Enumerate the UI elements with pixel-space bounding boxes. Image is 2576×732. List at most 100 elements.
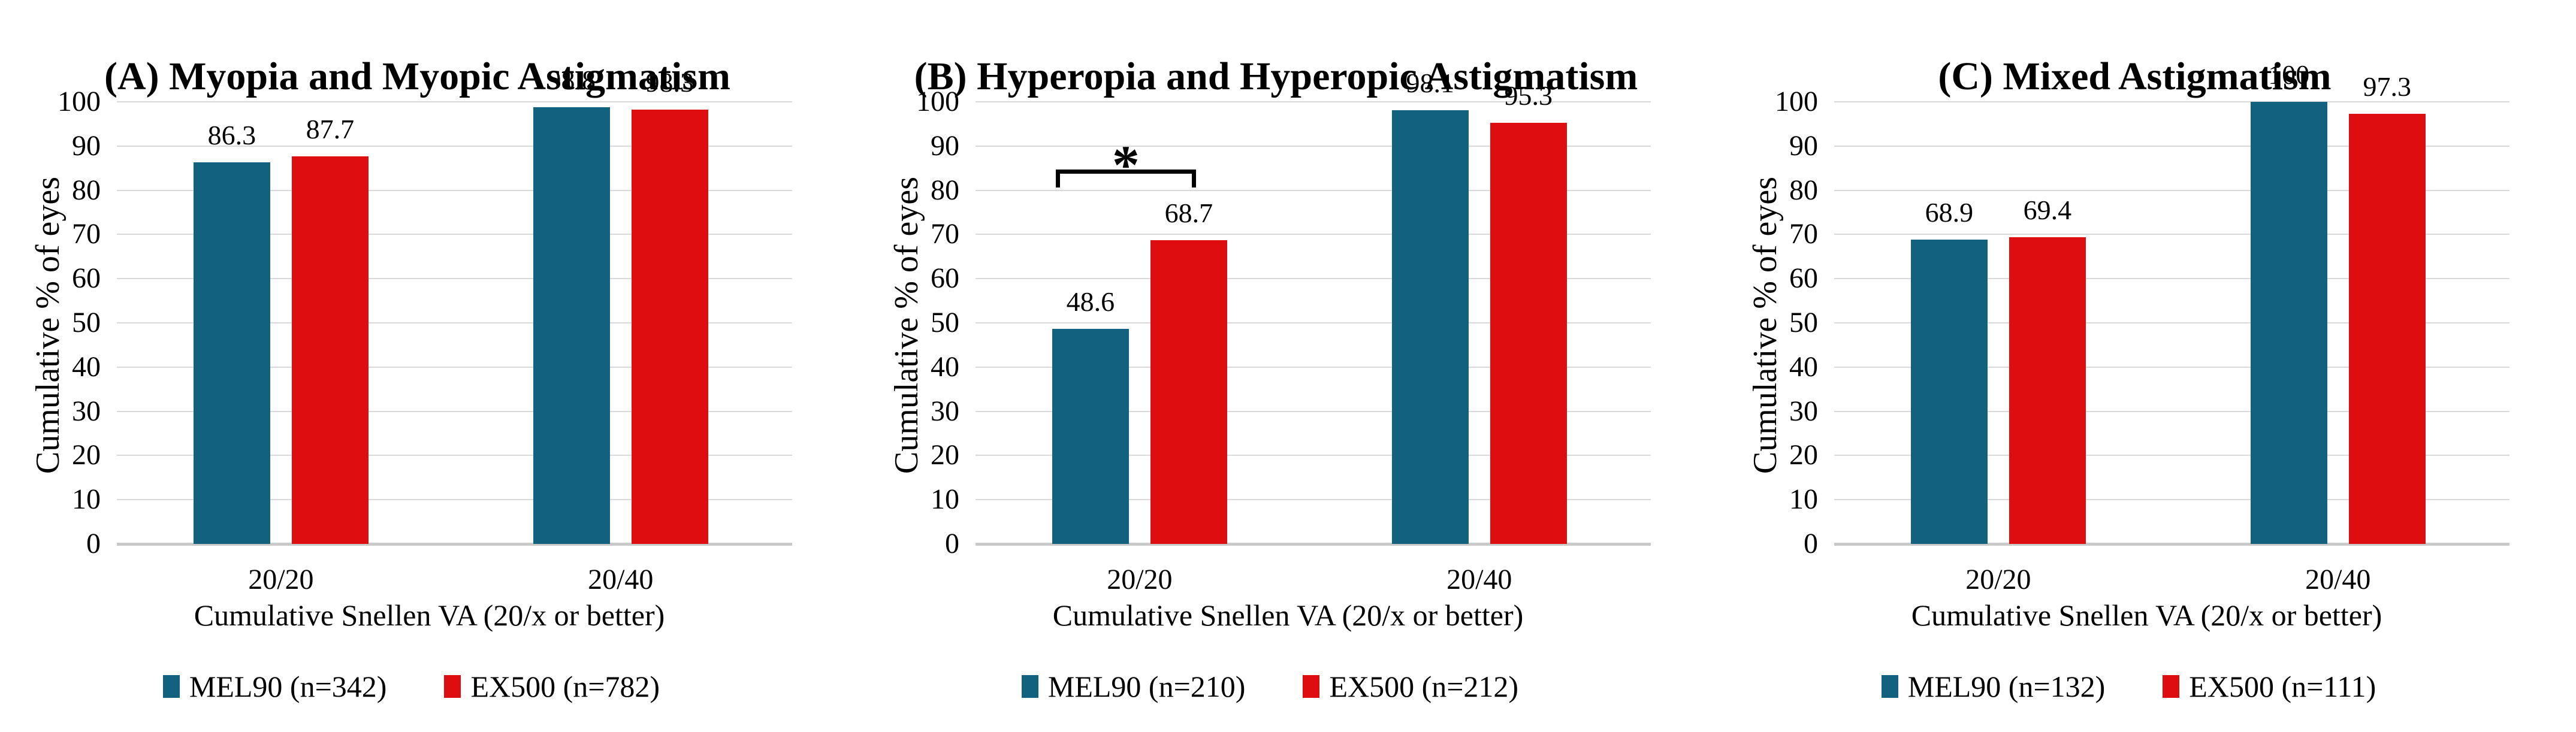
- gridline-40: [976, 366, 1651, 368]
- y-tick-100: 100: [58, 86, 101, 117]
- bar-ex500-20-40: [2348, 113, 2426, 544]
- value-label-ex500-20-20: 68.7: [1164, 197, 1213, 228]
- gridline-20: [117, 455, 792, 456]
- bar-mel90-20-40: [1391, 110, 1469, 544]
- gridline-80: [117, 189, 792, 191]
- panel-title: (A) Myopia and Myopic Astigmatism: [24, 56, 811, 96]
- y-tick-40: 40: [72, 350, 101, 383]
- gridline-10: [976, 499, 1651, 501]
- panel-label: (B): [914, 54, 967, 98]
- y-tick-10: 10: [1789, 483, 1818, 516]
- legend-item-ex500: EX500 (n=782): [444, 670, 660, 703]
- y-tick-40: 40: [931, 350, 959, 383]
- gridline-70: [976, 234, 1651, 235]
- bar-ex500-20-20: [291, 156, 369, 544]
- y-tick-50: 50: [72, 307, 101, 338]
- bar-mel90-20-20: [1052, 329, 1129, 544]
- panel-title-text: Hyperopia and Hyperopic Astigmatism: [977, 54, 1638, 98]
- y-tick-90: 90: [931, 129, 959, 162]
- legend-label-ex500: EX500 (n=782): [470, 670, 660, 703]
- value-label-mel90-20-20: 68.9: [1925, 196, 1974, 228]
- y-tick-40: 40: [1789, 350, 1818, 383]
- value-label-mel90-20-40: 100: [2268, 59, 2310, 90]
- y-tick-30: 30: [1789, 395, 1818, 427]
- legend: MEL90 (n=132) EX500 (n=111): [1717, 670, 2540, 703]
- y-tick-10: 10: [931, 483, 959, 516]
- gridline-50: [1834, 322, 2509, 323]
- panel-title: (B) Hyperopia and Hyperopic Astigmatism: [883, 54, 1669, 98]
- panel-a-myopia: (A) Myopia and Myopic Astigmatism Cumula…: [0, 0, 859, 732]
- x-axis-baseline: [1834, 543, 2509, 546]
- bar-mel90-20-20: [193, 162, 270, 544]
- y-tick-60: 60: [1789, 262, 1818, 295]
- bar-ex500-20-40: [1490, 122, 1567, 544]
- gridline-100: [1834, 101, 2509, 102]
- y-tick-80: 80: [72, 174, 101, 206]
- legend-swatch-mel90: [162, 675, 180, 698]
- gridline-80: [976, 189, 1651, 191]
- gridline-10: [1834, 499, 2509, 501]
- y-tick-90: 90: [1789, 129, 1818, 162]
- legend-swatch-mel90: [1021, 675, 1038, 698]
- panel-title-text: Mixed Astigmatism: [2003, 54, 2332, 98]
- gridline-10: [117, 499, 792, 501]
- y-tick-0: 0: [86, 528, 101, 559]
- gridline-20: [976, 455, 1651, 456]
- bar-mel90-20-40: [533, 107, 610, 544]
- legend-swatch-ex500: [444, 675, 461, 698]
- gridline-70: [1834, 234, 2509, 235]
- value-label-mel90-20-40: 98.1: [1406, 68, 1454, 99]
- value-label-ex500-20-40: 95.3: [1504, 80, 1553, 111]
- value-label-ex500-20-20: 69.4: [2023, 194, 2072, 225]
- y-tick-60: 60: [931, 262, 959, 295]
- y-tick-50: 50: [931, 307, 959, 338]
- gridline-30: [976, 410, 1651, 412]
- y-tick-0: 0: [1804, 528, 1818, 559]
- gridline-20: [1834, 455, 2509, 456]
- x-axis-categories: 20/20 20/40: [976, 564, 1651, 600]
- gridline-90: [1834, 145, 2509, 147]
- gridline-80: [1834, 189, 2509, 191]
- x-axis-label: Cumulative Snellen VA (20/x or better): [1052, 598, 1524, 632]
- plot-area: 86.3 87.7 98.8 98.3: [117, 66, 792, 546]
- y-tick-70: 70: [72, 218, 101, 250]
- y-tick-80: 80: [1789, 174, 1818, 206]
- gridline-40: [1834, 366, 2509, 368]
- legend-item-mel90: MEL90 (n=132): [1881, 670, 2106, 703]
- y-tick-0: 0: [945, 528, 959, 559]
- y-tick-50: 50: [1789, 307, 1818, 338]
- legend-item-mel90: MEL90 (n=210): [1021, 670, 1245, 703]
- category-label-20-20: 20/20: [1107, 564, 1173, 595]
- bar-ex500-20-20: [2009, 237, 2086, 544]
- gridline-60: [117, 278, 792, 280]
- legend-swatch-ex500: [1303, 675, 1320, 698]
- x-axis-baseline: [976, 543, 1651, 546]
- y-tick-20: 20: [1789, 439, 1818, 471]
- plot-area: 68.9 69.4 100 97.3: [1834, 61, 2509, 546]
- y-tick-30: 30: [931, 395, 959, 427]
- gridline-50: [117, 322, 792, 323]
- legend-item-ex500: EX500 (n=111): [2163, 670, 2376, 703]
- value-label-mel90-20-20: 48.6: [1066, 286, 1115, 317]
- legend-label-ex500: EX500 (n=111): [2189, 670, 2376, 703]
- significance-asterisk: *: [1112, 134, 1140, 195]
- y-tick-70: 70: [1789, 218, 1818, 250]
- category-label-20-20: 20/20: [248, 564, 314, 595]
- x-axis-label: Cumulative Snellen VA (20/x or better): [1911, 598, 2382, 632]
- plot-area: 48.6 68.7 98.1 95.3 *: [976, 69, 1651, 546]
- panel-label: (C): [1938, 54, 1993, 98]
- value-label-ex500-20-20: 87.7: [306, 113, 355, 144]
- x-axis-baseline: [117, 543, 792, 546]
- legend-swatch-mel90: [1881, 675, 1898, 698]
- x-axis-categories: 20/20 20/40: [1834, 564, 2509, 600]
- y-tick-60: 60: [72, 262, 101, 295]
- gridline-90: [976, 145, 1651, 147]
- value-label-ex500-20-40: 97.3: [2363, 71, 2411, 102]
- gridline-100: [117, 101, 792, 102]
- y-axis-ticks: 0 10 20 30 40 50 60 70 80 90 100: [0, 0, 101, 732]
- y-tick-100: 100: [916, 86, 959, 117]
- y-tick-80: 80: [931, 174, 959, 206]
- legend-label-mel90: MEL90 (n=132): [1907, 670, 2106, 703]
- legend-swatch-ex500: [2163, 675, 2180, 698]
